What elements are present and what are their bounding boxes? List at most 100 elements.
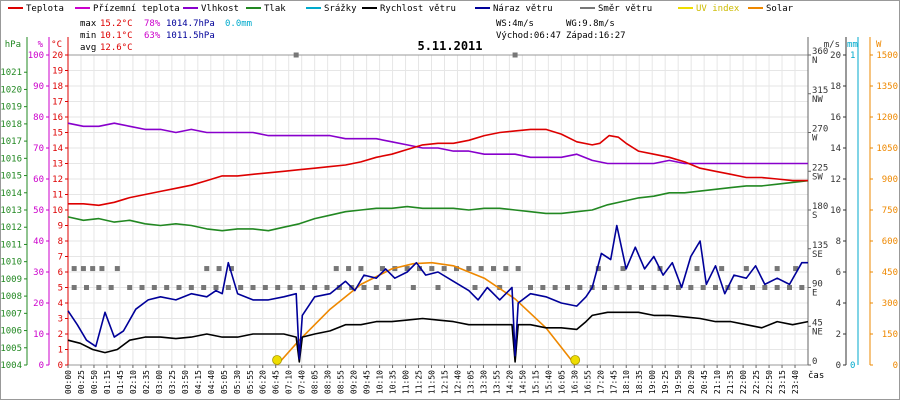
wind-direction-tick-label: NW [812, 95, 823, 105]
temperature-axis-tick-label: 11 [52, 191, 63, 201]
wind-direction-point [540, 285, 546, 290]
x-tick-label: 09:45 [363, 370, 372, 394]
legend-label: Náraz větru [493, 4, 553, 14]
humidity-axis-tick-label: 50 [33, 206, 44, 216]
wind-speed-axis-tick-label: 12 [830, 175, 841, 185]
wind-direction-point [71, 266, 77, 272]
wind-speed-axis-tick-label: 10 [830, 206, 841, 216]
wind-direction-point [213, 285, 219, 290]
pressure-axis-tick-label: 1016 [0, 154, 22, 164]
wind-direction-point [552, 285, 558, 290]
x-tick-label: 10:10 [376, 370, 385, 394]
x-tick-label: 15:40 [544, 370, 553, 394]
solar-axis-tick-label: 0 [893, 361, 898, 371]
wind-direction-point [676, 285, 681, 290]
wind-direction-point [139, 285, 145, 290]
wind-direction-point [84, 285, 89, 290]
wind-direction-point [293, 52, 299, 58]
wind-direction-tick-label: SE [812, 250, 823, 260]
x-tick-label: 08:30 [324, 370, 333, 394]
x-tick-label: 06:45 [272, 370, 281, 394]
humidity-axis-tick-label: 40 [33, 237, 44, 247]
x-tick-label: 01:15 [103, 370, 112, 394]
wind-direction-point [663, 285, 669, 290]
wind-direction-point [417, 266, 422, 272]
solar-axis-unit: W [876, 40, 882, 50]
legend: Teplota Přízemní teplota Vlhkost Tlak Srážky… [8, 4, 794, 14]
sunrise-stat: Východ:06:47 [496, 31, 561, 41]
humidity-axis-tick-label: 70 [33, 144, 44, 154]
humidity-axis-tick-label: 80 [33, 113, 44, 123]
wind-direction-point [512, 52, 518, 58]
series-pressure [67, 179, 809, 232]
wind-direction-point [614, 285, 620, 290]
x-tick-label: 11:50 [428, 370, 437, 394]
series-solar [276, 261, 576, 366]
wind-direction-tick-label: SW [812, 172, 823, 182]
x-tick-label: 11:25 [415, 370, 424, 394]
wind-direction-point [127, 285, 133, 290]
wind-direction-point [96, 285, 102, 290]
wind-direction-point [312, 285, 318, 290]
x-tick-label: 02:35 [142, 370, 151, 394]
wind-direction-point [99, 266, 105, 272]
wind-direction-point [188, 285, 194, 290]
wind-direction-point [204, 266, 210, 272]
wind-direction-point [491, 266, 496, 272]
temperature-axis-tick-label: 14 [52, 144, 63, 154]
x-tick-label: 14:20 [505, 370, 514, 394]
wind-direction-point [201, 285, 207, 290]
temperature-axis-tick-label: 2 [58, 330, 63, 340]
solar-axis-tick-label: 450 [882, 268, 898, 278]
x-tick-label: 00:50 [90, 370, 99, 394]
x-tick-label: 16:30 [570, 370, 579, 394]
legend-label: Směr větru [598, 4, 652, 14]
pressure-axis-tick-label: 1008 [0, 292, 22, 302]
x-tick-label: 10:35 [389, 370, 398, 394]
x-tick-label: 23:15 [778, 370, 787, 394]
temperature-axis-tick-label: 9 [58, 222, 63, 232]
wind-direction-point [80, 266, 86, 272]
wind-direction-point [324, 285, 330, 290]
avg-temperature: 12.6°C [100, 43, 133, 53]
wind-direction-point [373, 285, 379, 290]
humidity-axis-tick-label: 20 [33, 299, 44, 309]
wind-direction-point [774, 285, 780, 290]
wind-direction-tick-label: W [812, 134, 818, 144]
wind-direction-point [774, 266, 780, 272]
x-tick-label: 13:55 [492, 370, 501, 394]
wind-direction-point [346, 266, 352, 272]
wind-direction-point [380, 266, 385, 272]
temperature-axis-tick-label: 0 [58, 361, 63, 371]
wind-direction-point [503, 266, 509, 272]
wind-direction-point [358, 266, 364, 272]
max-rain: 0.0mm [225, 19, 252, 29]
wind-direction-tick-label: S [812, 211, 817, 221]
x-tick-label: 16:05 [557, 370, 566, 394]
wind-direction-point [737, 285, 743, 290]
x-tick-label: 14:50 [518, 370, 527, 394]
x-tick-label: 02:10 [129, 370, 138, 394]
pressure-axis-tick-label: 1009 [0, 275, 22, 285]
legend-label: Srážky [324, 4, 357, 14]
humidity-axis-tick-label: 30 [33, 268, 44, 278]
wind-direction-point [694, 266, 700, 272]
sun-marker [272, 355, 282, 365]
x-tick-label: 05:55 [246, 370, 255, 394]
wind-direction-point [333, 266, 339, 272]
legend-label: Přízemní teplota [93, 4, 180, 14]
solar-axis-tick-label: 1200 [876, 113, 898, 123]
wind-speed-stat: WS:4m/s [496, 19, 534, 29]
x-tick-label: 03:00 [155, 370, 164, 394]
solar-axis-tick-label: 1500 [876, 51, 898, 61]
wind-direction-point [435, 285, 441, 290]
x-tick-label: 19:50 [674, 370, 683, 394]
wind-speed-axis-tick-label: 2 [836, 330, 841, 340]
wind-direction-point [225, 285, 231, 290]
wind-direction-point [620, 266, 626, 272]
temperature-axis-tick-label: 1 [58, 346, 63, 356]
wind-direction-point [719, 266, 725, 272]
temperature-axis-tick-label: 12 [52, 175, 63, 185]
